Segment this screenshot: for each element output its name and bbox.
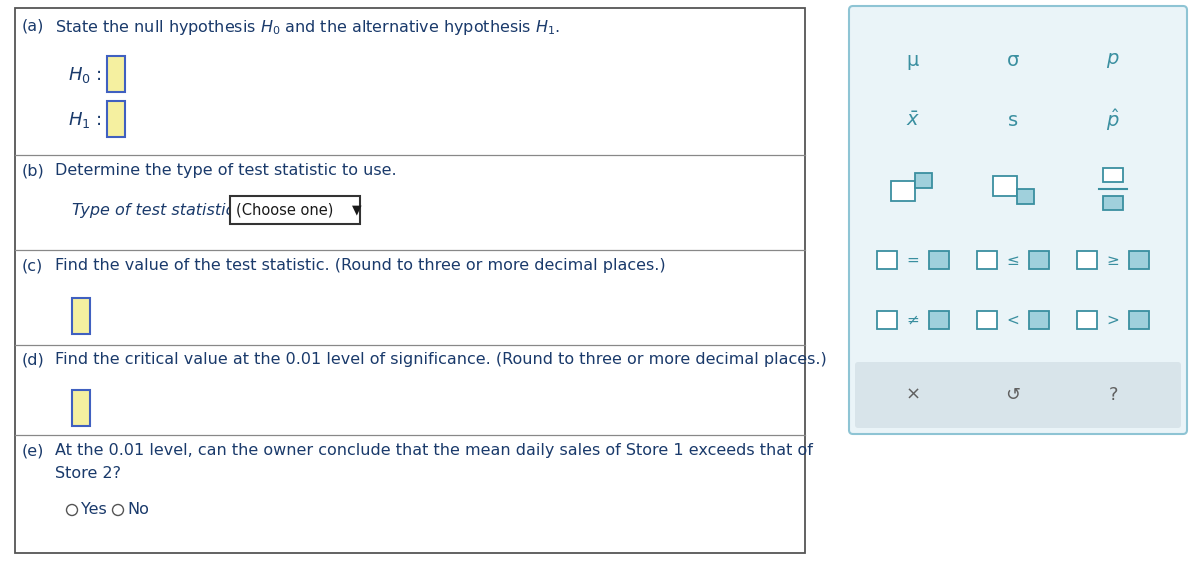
FancyBboxPatch shape	[877, 311, 898, 329]
FancyBboxPatch shape	[929, 251, 949, 269]
FancyBboxPatch shape	[977, 311, 997, 329]
FancyBboxPatch shape	[1016, 188, 1033, 204]
FancyBboxPatch shape	[1103, 196, 1123, 210]
FancyBboxPatch shape	[877, 251, 898, 269]
Text: Determine the type of test statistic to use.: Determine the type of test statistic to …	[55, 163, 397, 178]
Text: s: s	[1008, 111, 1018, 130]
FancyBboxPatch shape	[72, 390, 90, 426]
Text: $\hat{p}$: $\hat{p}$	[1106, 107, 1120, 133]
Text: :: :	[96, 111, 102, 129]
FancyBboxPatch shape	[977, 251, 997, 269]
Text: ↺: ↺	[1006, 386, 1020, 404]
Text: $p$: $p$	[1106, 50, 1120, 70]
Text: ≥: ≥	[1106, 252, 1120, 268]
Text: >: >	[1106, 312, 1120, 328]
Text: (d): (d)	[22, 352, 44, 367]
Text: Find the value of the test statistic. (Round to three or more decimal places.): Find the value of the test statistic. (R…	[55, 258, 666, 273]
FancyBboxPatch shape	[890, 181, 916, 201]
Text: =: =	[907, 252, 919, 268]
Text: (a): (a)	[22, 18, 44, 33]
Text: ≠: ≠	[907, 312, 919, 328]
Text: $\bar{x}$: $\bar{x}$	[906, 111, 920, 130]
Text: (c): (c)	[22, 258, 43, 273]
Text: Yes: Yes	[82, 503, 107, 517]
Circle shape	[113, 504, 124, 516]
Text: $H_1$: $H_1$	[68, 110, 90, 130]
FancyBboxPatch shape	[1078, 251, 1097, 269]
Text: σ: σ	[1007, 50, 1019, 70]
Text: ▼: ▼	[352, 204, 361, 217]
FancyBboxPatch shape	[1129, 311, 1150, 329]
FancyBboxPatch shape	[854, 362, 1181, 428]
FancyBboxPatch shape	[1030, 311, 1049, 329]
FancyBboxPatch shape	[1030, 251, 1049, 269]
FancyBboxPatch shape	[994, 176, 1018, 196]
FancyBboxPatch shape	[1103, 168, 1123, 182]
FancyBboxPatch shape	[230, 196, 360, 224]
Circle shape	[66, 504, 78, 516]
Text: (Choose one): (Choose one)	[236, 203, 334, 218]
FancyBboxPatch shape	[107, 101, 125, 137]
FancyBboxPatch shape	[1078, 311, 1097, 329]
Text: ×: ×	[906, 386, 920, 404]
Text: Find the critical value at the 0.01 level of significance. (Round to three or mo: Find the critical value at the 0.01 leve…	[55, 352, 827, 367]
Text: Type of test statistic:: Type of test statistic:	[72, 203, 240, 218]
Text: $H_0$: $H_0$	[68, 65, 91, 85]
FancyBboxPatch shape	[1129, 251, 1150, 269]
FancyBboxPatch shape	[14, 8, 805, 553]
FancyBboxPatch shape	[850, 6, 1187, 434]
Text: (b): (b)	[22, 163, 44, 178]
FancyBboxPatch shape	[929, 311, 949, 329]
Text: State the null hypothesis $H_0$ and the alternative hypothesis $H_1$.: State the null hypothesis $H_0$ and the …	[55, 18, 560, 37]
FancyBboxPatch shape	[914, 172, 931, 187]
FancyBboxPatch shape	[107, 56, 125, 92]
Text: At the 0.01 level, can the owner conclude that the mean daily sales of Store 1 e: At the 0.01 level, can the owner conclud…	[55, 443, 812, 458]
Text: :: :	[96, 66, 102, 84]
FancyBboxPatch shape	[72, 298, 90, 334]
Text: <: <	[1007, 312, 1019, 328]
Text: (e): (e)	[22, 443, 44, 458]
Text: No: No	[127, 503, 149, 517]
Text: ?: ?	[1109, 386, 1117, 404]
Text: μ: μ	[907, 50, 919, 70]
Text: Store 2?: Store 2?	[55, 466, 121, 481]
Text: ≤: ≤	[1007, 252, 1019, 268]
